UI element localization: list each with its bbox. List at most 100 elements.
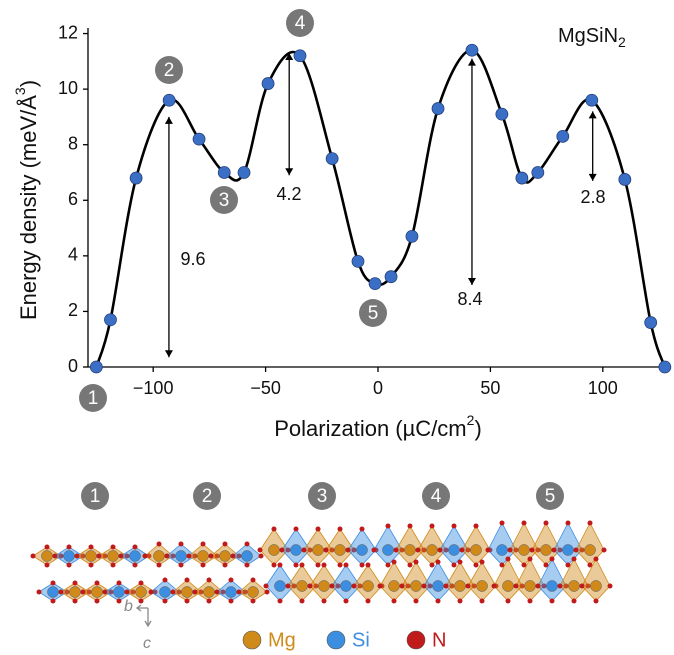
atom-n xyxy=(52,553,58,559)
data-point xyxy=(644,316,658,329)
atom-n xyxy=(473,562,479,568)
atom-n xyxy=(277,562,283,568)
atom-n xyxy=(148,589,154,595)
atom-n xyxy=(315,562,321,568)
atom xyxy=(69,586,81,598)
y-label-sup: 3 xyxy=(12,87,28,95)
atom-n xyxy=(457,598,463,604)
atom-n xyxy=(58,589,64,595)
atom xyxy=(85,550,97,562)
atom-n xyxy=(192,589,198,595)
atom-n xyxy=(301,547,307,553)
legend: Mg Si N xyxy=(242,629,446,651)
atom-n xyxy=(74,553,80,559)
annotation-text: MgSiN xyxy=(558,25,618,47)
atom-n xyxy=(293,526,299,532)
atom-n xyxy=(329,547,335,553)
atom-n xyxy=(393,547,399,553)
atom-n xyxy=(587,562,593,568)
atom-n xyxy=(110,544,116,550)
panel-badge-label: 5 xyxy=(545,486,556,507)
atom xyxy=(382,544,394,556)
atom-n xyxy=(142,553,148,559)
atom-n xyxy=(351,547,357,553)
atom-n xyxy=(110,562,116,568)
y-tick-label: 4 xyxy=(68,245,78,265)
atom xyxy=(502,580,514,592)
atom-n xyxy=(579,583,585,589)
panel-badge xyxy=(308,482,336,510)
atom-n xyxy=(156,562,162,568)
data-point xyxy=(658,360,672,374)
polyhedron xyxy=(531,522,561,566)
atom-n xyxy=(521,562,527,568)
polyhedron xyxy=(509,522,539,566)
atom-n xyxy=(593,598,599,604)
atom-n xyxy=(236,553,242,559)
atom-n xyxy=(222,541,228,547)
atom-n xyxy=(471,583,477,589)
atom-n xyxy=(557,583,563,589)
atom-n xyxy=(337,526,343,532)
data-point xyxy=(384,270,398,284)
atom-n xyxy=(132,562,138,568)
state-badge xyxy=(155,56,183,84)
atom-n xyxy=(593,556,599,562)
atom-n xyxy=(549,598,555,604)
state-badge-label: 2 xyxy=(164,60,175,81)
atom-n xyxy=(102,589,108,595)
atom xyxy=(296,580,308,592)
atom-n xyxy=(335,583,341,589)
atom-n xyxy=(263,583,269,589)
atom-n xyxy=(94,580,100,586)
atom-n xyxy=(451,523,457,529)
state-badge-label: 1 xyxy=(88,388,99,409)
atom-n xyxy=(543,562,549,568)
atom xyxy=(219,550,231,562)
atom-n xyxy=(385,562,391,568)
atom-n xyxy=(357,583,363,589)
panel-badge xyxy=(81,482,109,510)
atom xyxy=(590,580,602,592)
polyhedron xyxy=(493,558,523,602)
polyhedron xyxy=(575,522,605,566)
data-point xyxy=(531,166,545,179)
atom xyxy=(159,586,171,598)
atom-n xyxy=(429,562,435,568)
atom-n xyxy=(293,562,299,568)
atom-n xyxy=(271,562,277,568)
data-point xyxy=(162,93,176,107)
atom-n xyxy=(307,547,313,553)
atom xyxy=(476,580,488,592)
atom-n xyxy=(473,523,479,529)
polyhedron xyxy=(537,558,567,602)
atom-n xyxy=(465,583,471,589)
legend-label: Si xyxy=(352,629,370,651)
data-point xyxy=(351,255,365,268)
atom-n xyxy=(315,526,321,532)
atom-n xyxy=(72,580,78,586)
panel-badge xyxy=(536,482,564,510)
atom-n xyxy=(413,598,419,604)
atom-n xyxy=(30,553,36,559)
atom-n xyxy=(399,583,405,589)
arrow-head xyxy=(588,111,597,181)
x-axis-label: Polarization (µC/cm2) xyxy=(274,412,482,441)
atom-n xyxy=(277,598,283,604)
atom-n xyxy=(421,547,427,553)
atom-n xyxy=(200,562,206,568)
y-tick-label: 12 xyxy=(58,22,78,42)
atom-n xyxy=(208,553,214,559)
atom-n xyxy=(365,598,371,604)
atom-n xyxy=(343,562,349,568)
atom-n xyxy=(321,562,327,568)
atom-n xyxy=(162,577,168,583)
atom-n xyxy=(351,583,357,589)
legend-label: N xyxy=(432,629,446,651)
atom-n xyxy=(222,562,228,568)
atom-n xyxy=(192,553,198,559)
atom-n xyxy=(206,598,212,604)
atom xyxy=(181,586,193,598)
atom-n xyxy=(329,583,335,589)
atom-n xyxy=(44,562,50,568)
